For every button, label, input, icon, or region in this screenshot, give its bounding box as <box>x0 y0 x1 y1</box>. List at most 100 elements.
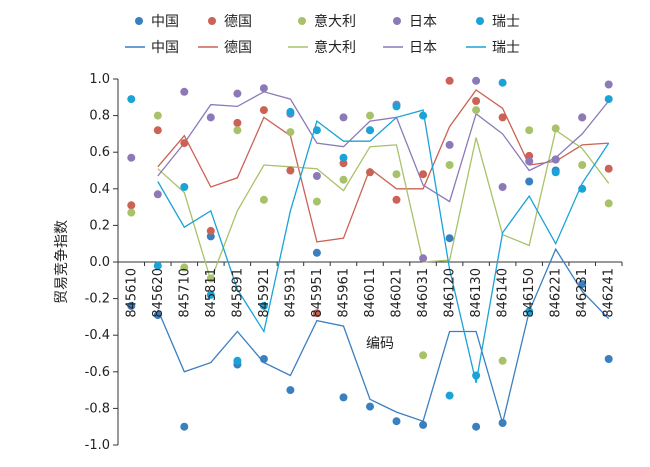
point-s1-12 <box>445 76 454 85</box>
point-s0-8 <box>339 393 348 402</box>
point-s4-17 <box>578 184 587 193</box>
trend-lines <box>157 89 610 426</box>
x-category-label: 846120 <box>443 268 458 318</box>
point-s1-3 <box>206 226 215 235</box>
point-s4-6 <box>286 107 295 116</box>
point-s2-1 <box>153 111 162 120</box>
point-s2-18 <box>604 199 613 208</box>
point-s3-13 <box>472 76 481 85</box>
legend-label-scatter-1: 德国 <box>224 14 252 30</box>
point-s3-18 <box>604 80 613 89</box>
legend-marker-0 <box>135 17 143 25</box>
point-s1-14 <box>498 113 507 122</box>
point-s3-14 <box>498 183 507 191</box>
point-s3-1 <box>153 190 162 199</box>
y-tick-label: 0.8 <box>89 109 110 124</box>
y-tick-label: 0.2 <box>89 218 110 233</box>
legend-label-line-4: 瑞士 <box>492 40 520 56</box>
point-s4-12 <box>445 391 454 400</box>
legend-marker-3 <box>393 17 401 25</box>
point-s1-7 <box>312 309 321 318</box>
scatter-points <box>127 76 613 431</box>
point-s4-13 <box>472 371 481 380</box>
legend-marker-4 <box>476 17 484 25</box>
point-s2-16 <box>551 124 560 133</box>
point-s2-3 <box>206 274 215 283</box>
point-s2-0 <box>127 208 136 217</box>
point-s1-18 <box>604 164 613 173</box>
x-category-label: 845891 <box>230 268 245 318</box>
point-s2-4 <box>233 126 242 135</box>
point-s3-3 <box>206 113 215 122</box>
point-s2-8 <box>339 175 348 184</box>
x-category-label: 845610 <box>124 268 139 318</box>
point-s0-2 <box>180 422 189 431</box>
point-s3-7 <box>312 172 321 180</box>
x-axis-title: 编码 <box>366 336 394 352</box>
point-s3-2 <box>180 87 189 96</box>
point-s2-12 <box>445 161 454 169</box>
x-category-label: 845961 <box>336 268 351 318</box>
point-s2-5 <box>259 195 268 204</box>
legend-label-line-1: 德国 <box>224 40 252 56</box>
x-category-label: 845921 <box>257 268 272 318</box>
point-s2-13 <box>472 106 481 115</box>
point-s3-4 <box>233 89 242 98</box>
point-s0-9 <box>366 402 374 411</box>
trend-line-2 <box>157 129 610 283</box>
axes: -1.0 -0.8 -0.6 -0.4 -0.2 0.0 0.2 0.4 0.6 0.8 1.0 <box>85 72 623 453</box>
point-s1-1 <box>153 126 162 135</box>
legend-marker-1 <box>208 17 216 25</box>
x-category-label: 846011 <box>363 268 378 318</box>
point-s4-0 <box>127 95 136 104</box>
point-s0-5 <box>259 355 268 363</box>
x-category-label: 846021 <box>390 268 405 318</box>
point-s1-10 <box>392 195 401 204</box>
y-tick-label: 0.0 <box>89 255 110 270</box>
point-s4-5 <box>259 301 268 310</box>
point-s3-12 <box>445 140 454 149</box>
x-category-label: 846221 <box>549 268 564 318</box>
y-tick-label: -0.6 <box>85 365 110 380</box>
point-s2-15 <box>525 126 534 135</box>
trend-line-0 <box>157 247 610 426</box>
y-tick-label: -0.2 <box>85 292 110 307</box>
trend-line-1 <box>157 89 609 243</box>
legend-marker-2 <box>298 17 306 25</box>
point-s1-9 <box>366 168 374 177</box>
point-s4-10 <box>392 102 401 111</box>
point-s0-11 <box>419 420 428 429</box>
point-s3-15 <box>525 157 534 166</box>
x-category-label: 845951 <box>310 268 325 318</box>
x-category-label: 846241 <box>602 268 617 318</box>
point-s4-16 <box>551 168 560 177</box>
point-s0-12 <box>445 234 454 243</box>
legend-label-scatter-3: 日本 <box>409 14 437 30</box>
point-s1-5 <box>259 106 268 115</box>
point-s2-17 <box>578 161 587 169</box>
y-tick-label: -0.8 <box>85 401 110 416</box>
legend-label-line-2: 意大利 <box>314 39 356 56</box>
point-s3-5 <box>259 84 268 93</box>
trend-line-3 <box>157 91 610 203</box>
y-axis-title: 贸易竞争指数 <box>53 220 70 304</box>
point-s1-8 <box>339 159 348 168</box>
legend-label-line-0: 中国 <box>151 40 179 56</box>
point-s4-2 <box>180 183 189 191</box>
point-s0-14 <box>498 419 507 427</box>
point-s4-15 <box>525 307 534 316</box>
point-s3-0 <box>127 153 136 162</box>
point-s2-11 <box>419 351 428 360</box>
point-s0-13 <box>472 422 481 431</box>
point-s0-10 <box>392 417 401 426</box>
y-tick-label: -1.0 <box>85 438 110 453</box>
point-s4-7 <box>312 126 321 135</box>
point-s1-13 <box>472 97 481 105</box>
point-s1-11 <box>419 170 428 179</box>
point-s2-6 <box>286 128 295 137</box>
y-tick-label: 1.0 <box>89 72 110 87</box>
x-category-label: 846150 <box>522 268 537 318</box>
point-s2-7 <box>312 197 321 206</box>
point-s3-11 <box>419 254 428 263</box>
